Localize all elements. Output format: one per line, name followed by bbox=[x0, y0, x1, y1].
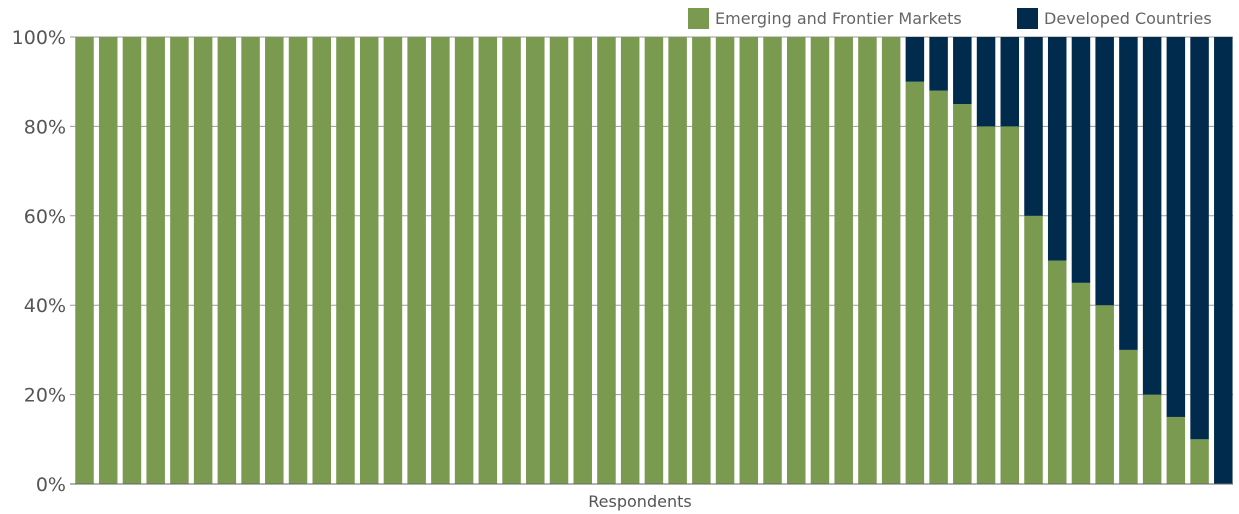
bar-emerging-frontier bbox=[810, 37, 830, 484]
legend: Emerging and Frontier Markets Developed … bbox=[688, 8, 1212, 29]
bar-emerging-frontier bbox=[644, 37, 664, 484]
bar-developed bbox=[1166, 37, 1186, 417]
legend-swatch-emerging bbox=[688, 8, 709, 29]
legend-swatch-developed bbox=[1017, 8, 1038, 29]
y-tick-label: 80% bbox=[24, 116, 66, 138]
y-axis: 0% 20% 40% 60% 80% 100% bbox=[12, 27, 66, 496]
y-tick-label: 60% bbox=[24, 206, 66, 228]
bar-emerging-frontier bbox=[597, 37, 616, 484]
legend-label-emerging: Emerging and Frontier Markets bbox=[715, 9, 962, 28]
bar-developed bbox=[929, 37, 948, 91]
bar-developed bbox=[1190, 37, 1209, 440]
bar-emerging-frontier bbox=[193, 37, 213, 484]
bar-emerging-frontier bbox=[478, 37, 498, 484]
x-axis-title: Respondents bbox=[588, 492, 691, 511]
bar-emerging-frontier bbox=[1047, 260, 1067, 484]
bars bbox=[75, 37, 1233, 485]
bar-emerging-frontier bbox=[336, 37, 355, 484]
bar-developed bbox=[1000, 37, 1020, 127]
bar-emerging-frontier bbox=[739, 37, 759, 484]
bar-developed bbox=[953, 37, 972, 105]
bar-emerging-frontier bbox=[763, 37, 782, 484]
bar-emerging-frontier bbox=[241, 37, 260, 484]
bar-emerging-frontier bbox=[1071, 282, 1091, 484]
bar-developed bbox=[1095, 37, 1114, 306]
bar-emerging-frontier bbox=[573, 37, 592, 484]
bar-emerging-frontier bbox=[1024, 215, 1043, 485]
bar-emerging-frontier bbox=[265, 37, 284, 484]
bar-emerging-frontier bbox=[431, 37, 450, 484]
bar-emerging-frontier bbox=[502, 37, 521, 484]
bar-emerging-frontier bbox=[1095, 305, 1114, 484]
bar-emerging-frontier bbox=[668, 37, 687, 484]
bar-emerging-frontier bbox=[834, 37, 853, 484]
bar-emerging-frontier bbox=[359, 37, 379, 484]
bar-developed bbox=[1142, 37, 1162, 395]
bar-emerging-frontier bbox=[1190, 439, 1209, 484]
bar-developed bbox=[1047, 37, 1067, 261]
legend-label-developed: Developed Countries bbox=[1044, 9, 1212, 28]
bar-emerging-frontier bbox=[929, 90, 948, 484]
bar-emerging-frontier bbox=[1119, 349, 1138, 484]
bar-developed bbox=[1024, 37, 1043, 216]
bar-emerging-frontier bbox=[526, 37, 545, 484]
bar-emerging-frontier bbox=[881, 37, 901, 484]
y-tick-label: 100% bbox=[12, 27, 66, 49]
bar-emerging-frontier bbox=[858, 37, 877, 484]
bar-emerging-frontier bbox=[953, 104, 972, 485]
bar-emerging-frontier bbox=[146, 37, 165, 484]
bar-emerging-frontier bbox=[1142, 394, 1162, 484]
bar-emerging-frontier bbox=[454, 37, 474, 484]
bar-emerging-frontier bbox=[1000, 126, 1020, 485]
bar-emerging-frontier bbox=[549, 37, 569, 484]
bar-developed bbox=[905, 37, 925, 82]
bar-developed bbox=[976, 37, 996, 127]
bar-developed bbox=[1214, 37, 1233, 484]
bar-emerging-frontier bbox=[715, 37, 735, 484]
bar-developed bbox=[1071, 37, 1091, 283]
bar-emerging-frontier bbox=[383, 37, 403, 484]
bar-emerging-frontier bbox=[905, 81, 925, 484]
bar-emerging-frontier bbox=[1166, 416, 1186, 484]
y-tick-label: 20% bbox=[24, 385, 66, 407]
bar-emerging-frontier bbox=[787, 37, 806, 484]
bar-emerging-frontier bbox=[407, 37, 426, 484]
bar-emerging-frontier bbox=[288, 37, 308, 484]
bar-emerging-frontier bbox=[692, 37, 711, 484]
y-tick-label: 40% bbox=[24, 295, 66, 317]
bar-emerging-frontier bbox=[976, 126, 996, 485]
bar-developed bbox=[1119, 37, 1138, 350]
bar-emerging-frontier bbox=[312, 37, 332, 484]
y-tick-label: 0% bbox=[36, 474, 66, 496]
bar-emerging-frontier bbox=[98, 37, 118, 484]
bar-emerging-frontier bbox=[620, 37, 640, 484]
bar-emerging-frontier bbox=[122, 37, 142, 484]
bar-emerging-frontier bbox=[217, 37, 237, 484]
bar-emerging-frontier bbox=[170, 37, 189, 484]
bar-emerging-frontier bbox=[75, 37, 94, 484]
